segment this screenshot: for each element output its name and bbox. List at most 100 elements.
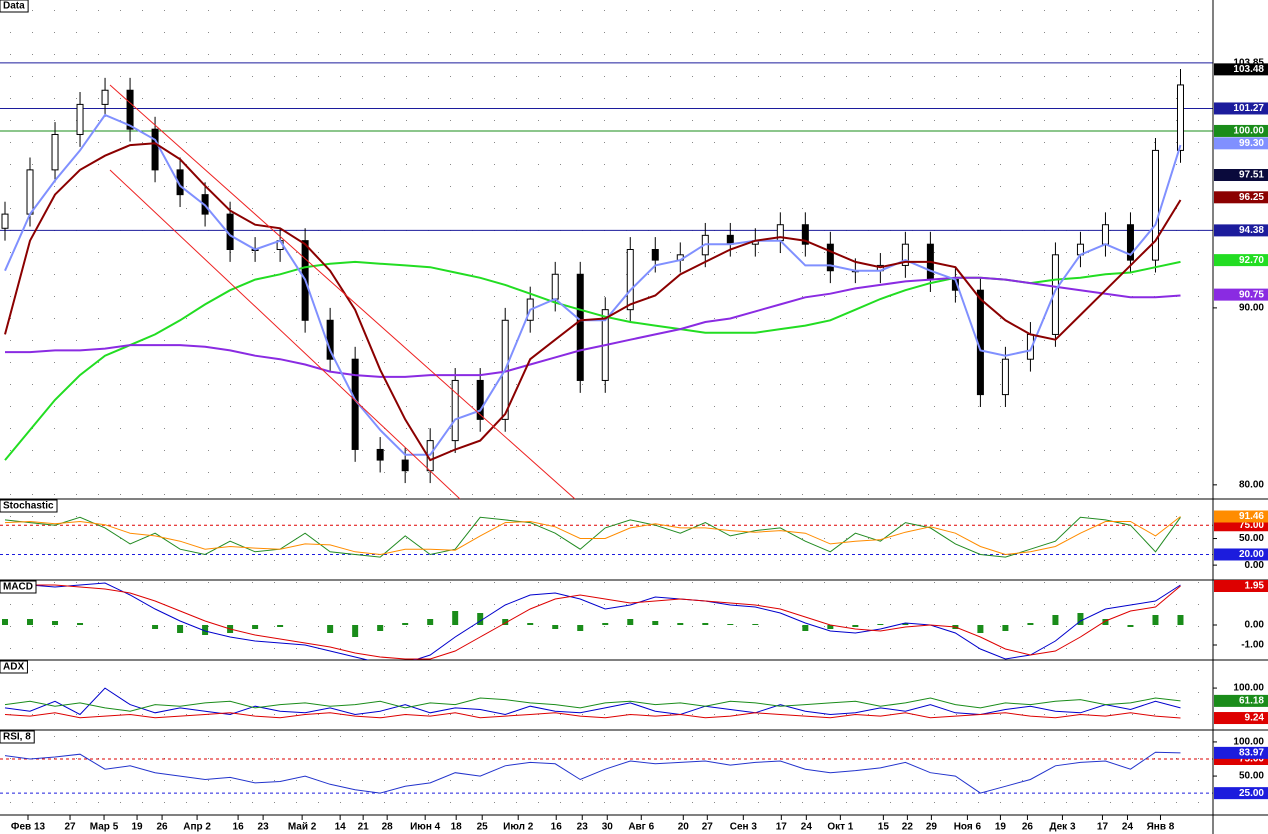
histogram-bar bbox=[277, 625, 284, 627]
histogram-bar bbox=[27, 619, 34, 625]
level-label-bg bbox=[1214, 224, 1268, 237]
x-tick-label: 15 bbox=[878, 822, 890, 833]
panel-title: Data bbox=[3, 1, 25, 12]
indicator-line bbox=[5, 276, 1181, 378]
x-tick-label: 14 bbox=[335, 822, 347, 833]
histogram-bar bbox=[652, 621, 659, 625]
x-tick-label: Июн 4 bbox=[410, 822, 441, 833]
candle-body bbox=[826, 243, 834, 272]
value-marker bbox=[1214, 63, 1268, 76]
panel-grid bbox=[0, 0, 1213, 499]
level-label: 75.00 bbox=[1239, 754, 1264, 765]
value-marker-label: 96.25 bbox=[1239, 192, 1264, 203]
plot-area bbox=[0, 751, 1213, 794]
value-marker bbox=[1214, 746, 1268, 759]
indicator-line bbox=[4, 751, 1181, 794]
indicator-line bbox=[4, 581, 1181, 660]
plot-area bbox=[2, 581, 1184, 660]
histogram-bar bbox=[677, 623, 684, 625]
value-marker-label: 9.24 bbox=[1245, 713, 1265, 724]
x-tick-label: Сен 3 bbox=[730, 822, 758, 833]
value-marker bbox=[1214, 169, 1268, 182]
histogram-bar bbox=[502, 619, 509, 625]
histogram-bar bbox=[977, 625, 984, 633]
x-tick-label: 19 bbox=[131, 822, 143, 833]
value-marker bbox=[1214, 580, 1268, 592]
x-tick-label: 30 bbox=[602, 822, 614, 833]
x-tick-label: Авг 6 bbox=[628, 822, 654, 833]
x-tick-label: 29 bbox=[926, 822, 938, 833]
histogram-bar bbox=[252, 625, 259, 629]
histogram-bar bbox=[202, 625, 209, 635]
level-label-bg bbox=[1214, 548, 1268, 561]
candle-body bbox=[351, 358, 359, 450]
candle-body bbox=[1001, 358, 1009, 396]
value-marker-label: 83.97 bbox=[1239, 748, 1264, 759]
histogram-bar bbox=[627, 619, 634, 625]
indicator-line bbox=[4, 584, 1181, 660]
x-tick-label: 16 bbox=[233, 822, 245, 833]
histogram-bar bbox=[1152, 615, 1159, 625]
x-tick-label: 24 bbox=[1122, 822, 1134, 833]
indicator-line bbox=[4, 687, 1181, 716]
x-tick-label: 17 bbox=[1097, 822, 1109, 833]
histogram-bar bbox=[877, 624, 884, 625]
x-tick-label: 24 bbox=[801, 822, 813, 833]
y-tick-label: 100.00 bbox=[1233, 737, 1264, 748]
level-label-bg bbox=[1214, 124, 1268, 137]
histogram-bar bbox=[427, 619, 434, 625]
x-tick-label: 27 bbox=[702, 822, 714, 833]
indicator-line bbox=[4, 142, 1182, 462]
candle-body bbox=[126, 89, 134, 130]
candle-body bbox=[1101, 224, 1109, 245]
value-marker-label: 91.46 bbox=[1239, 511, 1264, 522]
histogram-bar bbox=[802, 625, 809, 631]
panel-title: Stochastic bbox=[3, 501, 54, 512]
histogram-bar bbox=[52, 621, 59, 625]
value-marker-label: 97.51 bbox=[1239, 170, 1264, 181]
candle-body bbox=[401, 459, 409, 472]
candle-body bbox=[1151, 149, 1159, 261]
x-tick-label: 25 bbox=[477, 822, 489, 833]
indicator-line bbox=[4, 697, 1181, 712]
histogram-bar bbox=[702, 623, 709, 625]
x-tick-label: 27 bbox=[64, 822, 76, 833]
histogram-bar bbox=[1077, 613, 1084, 625]
panel-grid bbox=[0, 731, 1213, 815]
value-marker-label: 90.75 bbox=[1239, 289, 1264, 300]
candle-body bbox=[551, 273, 559, 300]
value-marker bbox=[1214, 254, 1268, 267]
candle-body bbox=[76, 103, 84, 135]
panel-title-bg bbox=[0, 730, 35, 744]
x-tick-label: 23 bbox=[577, 822, 589, 833]
panel-grid bbox=[0, 581, 1213, 660]
candle-body bbox=[451, 379, 459, 442]
histogram-bar bbox=[527, 623, 534, 625]
level-label: 75.00 bbox=[1239, 520, 1264, 531]
x-tick-label: Окт 1 bbox=[827, 822, 853, 833]
candle-body bbox=[801, 224, 809, 245]
candle-body bbox=[1126, 224, 1134, 261]
x-tick-label: 19 bbox=[995, 822, 1007, 833]
x-tick-label: Мар 5 bbox=[90, 822, 119, 833]
indicator-line bbox=[4, 516, 1181, 556]
level-label: 101.27 bbox=[1233, 103, 1264, 114]
histogram-bar bbox=[327, 625, 334, 633]
x-tick-label: Ноя 6 bbox=[954, 822, 982, 833]
level-label: 103.85 bbox=[1233, 57, 1264, 68]
x-tick-label: 16 bbox=[551, 822, 563, 833]
value-marker-label: 92.70 bbox=[1239, 255, 1264, 266]
x-tick-label: 20 bbox=[678, 822, 690, 833]
level-label: 94.38 bbox=[1239, 225, 1264, 236]
value-marker bbox=[1214, 137, 1268, 150]
x-tick-label: Май 2 bbox=[288, 822, 317, 833]
value-marker-label: 99.30 bbox=[1239, 138, 1264, 149]
candle-body bbox=[1, 213, 9, 229]
panel-title-bg bbox=[0, 0, 29, 13]
trend-line bbox=[109, 84, 576, 500]
histogram-bar bbox=[727, 624, 734, 625]
histogram-bar bbox=[452, 611, 459, 625]
histogram-bar bbox=[1052, 615, 1059, 625]
y-tick-label: 0.00 bbox=[1245, 620, 1265, 631]
x-tick-label: Янв 8 bbox=[1147, 822, 1175, 833]
